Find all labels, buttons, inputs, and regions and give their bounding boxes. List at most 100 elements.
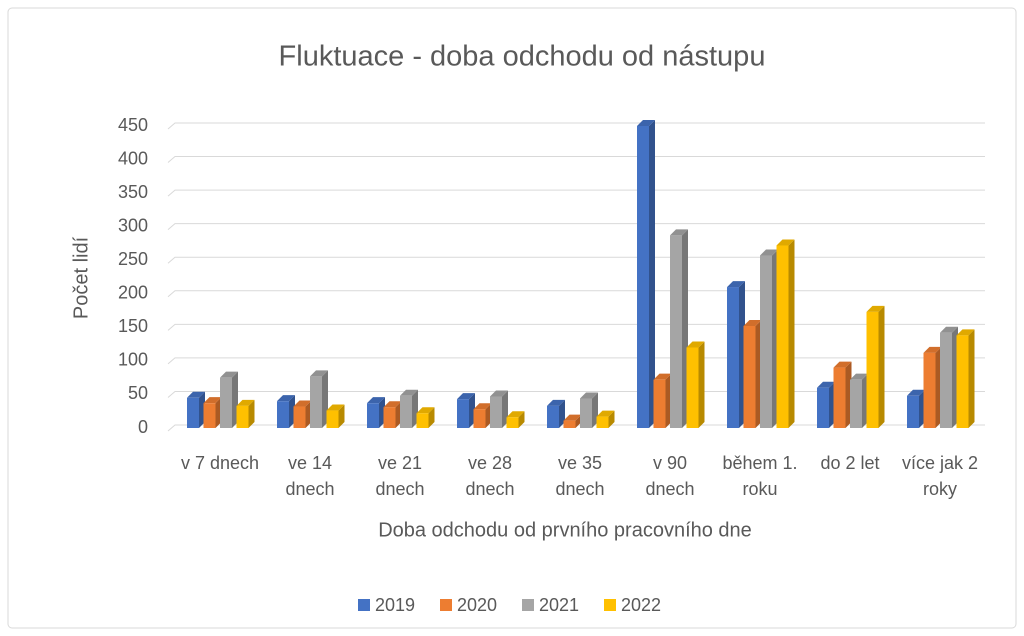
legend-swatch — [522, 599, 534, 611]
bar-top — [220, 371, 238, 378]
bar — [580, 398, 592, 428]
bar-top — [596, 410, 615, 417]
x-tick-label: v 90 dnech — [645, 453, 695, 499]
legend-label: 2022 — [621, 595, 661, 615]
x-axis-label: Doba odchodu od prvního pracovního dne — [378, 519, 752, 541]
bar — [940, 332, 952, 428]
y-tick-label: 100 — [118, 350, 148, 370]
bar — [187, 397, 199, 428]
y-tick-label: 450 — [118, 115, 148, 135]
bar — [203, 403, 216, 428]
bar-top — [367, 397, 385, 404]
bar — [506, 417, 519, 428]
y-tick-label: 300 — [118, 215, 148, 235]
legend-label: 2019 — [375, 595, 415, 615]
bar-top — [940, 326, 958, 333]
bar — [596, 416, 609, 428]
x-tick-label: v 7 dnech — [180, 453, 260, 473]
bar — [473, 409, 486, 428]
legend-swatch — [358, 599, 370, 611]
bar-top — [580, 392, 598, 399]
chart-frame — [7, 7, 1017, 629]
grid-line — [167, 290, 985, 298]
bar-top — [686, 341, 705, 348]
bar-side — [338, 404, 345, 428]
bar — [293, 406, 306, 428]
bar-top — [310, 370, 328, 377]
bar-top — [866, 305, 885, 312]
bar-top — [416, 407, 435, 414]
y-tick-label: 0 — [138, 417, 148, 437]
grid-line — [167, 156, 985, 163]
bar — [383, 407, 396, 428]
bar-top — [506, 411, 525, 418]
grid-line — [167, 122, 985, 130]
bar — [310, 376, 322, 428]
bar-top — [727, 281, 745, 288]
bar-top — [760, 249, 778, 256]
bar-top — [236, 399, 255, 406]
bar-top — [490, 390, 508, 397]
bar — [490, 396, 502, 428]
bar-side — [788, 239, 795, 428]
y-tick-label: 200 — [118, 283, 148, 303]
y-tick-label: 350 — [118, 182, 148, 202]
bar — [457, 399, 469, 428]
bar — [367, 403, 379, 428]
bar — [400, 395, 412, 428]
bar-top — [457, 393, 475, 400]
bar — [277, 401, 289, 428]
bar — [743, 325, 756, 428]
bar — [563, 420, 576, 428]
bar — [923, 352, 936, 428]
y-tick-label: 250 — [118, 249, 148, 269]
bar — [686, 347, 699, 428]
x-tick-label: do 2 let — [820, 453, 880, 473]
bar-top — [400, 389, 418, 396]
bar-top — [383, 401, 402, 408]
grid-line — [167, 323, 985, 331]
bar — [907, 395, 919, 428]
bar-top — [776, 239, 795, 246]
grid-line — [167, 357, 985, 365]
bar-top — [326, 404, 345, 411]
bar-top — [547, 399, 565, 406]
legend-swatch — [604, 599, 616, 611]
x-tick-label: více jak 2 roky — [901, 453, 979, 499]
y-tick-label: 400 — [118, 148, 148, 168]
bar-side — [608, 410, 615, 428]
bar — [326, 410, 339, 428]
bar-side — [518, 411, 525, 428]
bar-top — [277, 395, 295, 402]
bar-top — [637, 120, 655, 126]
bar-top — [563, 414, 582, 421]
x-tick-label: ve 28 dnech — [465, 453, 515, 499]
bar-side — [649, 120, 655, 428]
bar — [727, 287, 739, 428]
bar-top — [187, 391, 205, 398]
y-axis-label: Počet lidí — [70, 236, 92, 319]
bar-top — [203, 397, 222, 404]
bar-side — [878, 305, 885, 428]
bar-top — [670, 229, 688, 236]
bar — [670, 235, 682, 428]
bar — [236, 405, 249, 428]
bar-top — [473, 403, 492, 410]
bar-top — [956, 329, 975, 336]
bar-top — [907, 389, 925, 396]
bar-side — [428, 407, 435, 428]
bar-side — [968, 329, 975, 428]
bar — [850, 379, 862, 428]
bar — [817, 387, 829, 428]
bar-side — [698, 341, 705, 428]
bar-top — [293, 400, 312, 407]
bar — [220, 377, 232, 428]
bar — [637, 126, 649, 428]
bar-top — [923, 346, 942, 353]
bar-top — [817, 381, 835, 388]
legend-label: 2021 — [539, 595, 579, 615]
bar — [956, 335, 969, 428]
x-tick-label: ve 14 dnech — [285, 453, 335, 499]
